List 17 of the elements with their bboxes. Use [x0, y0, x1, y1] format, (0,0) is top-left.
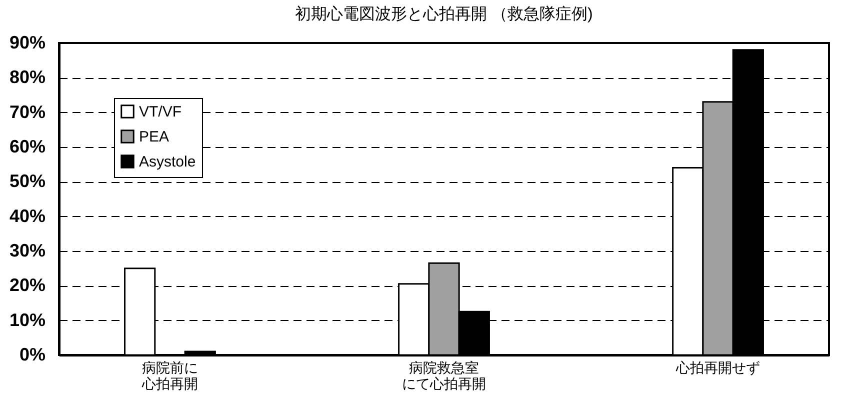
y-tick-label: 0%: [19, 344, 46, 364]
legend-label: PEA: [139, 128, 170, 146]
y-tick-label: 70%: [9, 102, 46, 122]
y-tick-label: 20%: [9, 275, 46, 296]
y-tick-label: 40%: [9, 206, 46, 226]
chart-title: 初期心電図波形と心拍再開 （救急隊症例): [295, 5, 593, 23]
y-tick-label: 50%: [9, 171, 46, 192]
y-tick-label: 10%: [9, 310, 46, 330]
x-tick-label: 病院前に心拍再開: [140, 360, 198, 392]
y-tick-label: 90%: [9, 32, 46, 52]
x-tick-label: 心拍再開せず: [675, 360, 760, 376]
y-tick-label: 80%: [9, 67, 46, 88]
y-tick-label: 30%: [9, 240, 46, 260]
y-tick-label: 60%: [9, 136, 46, 156]
x-tick-label: 病院救急室にて心拍再開: [402, 360, 486, 392]
legend-label: Asystole: [139, 154, 196, 170]
legend-label: VT/VF: [139, 104, 182, 120]
